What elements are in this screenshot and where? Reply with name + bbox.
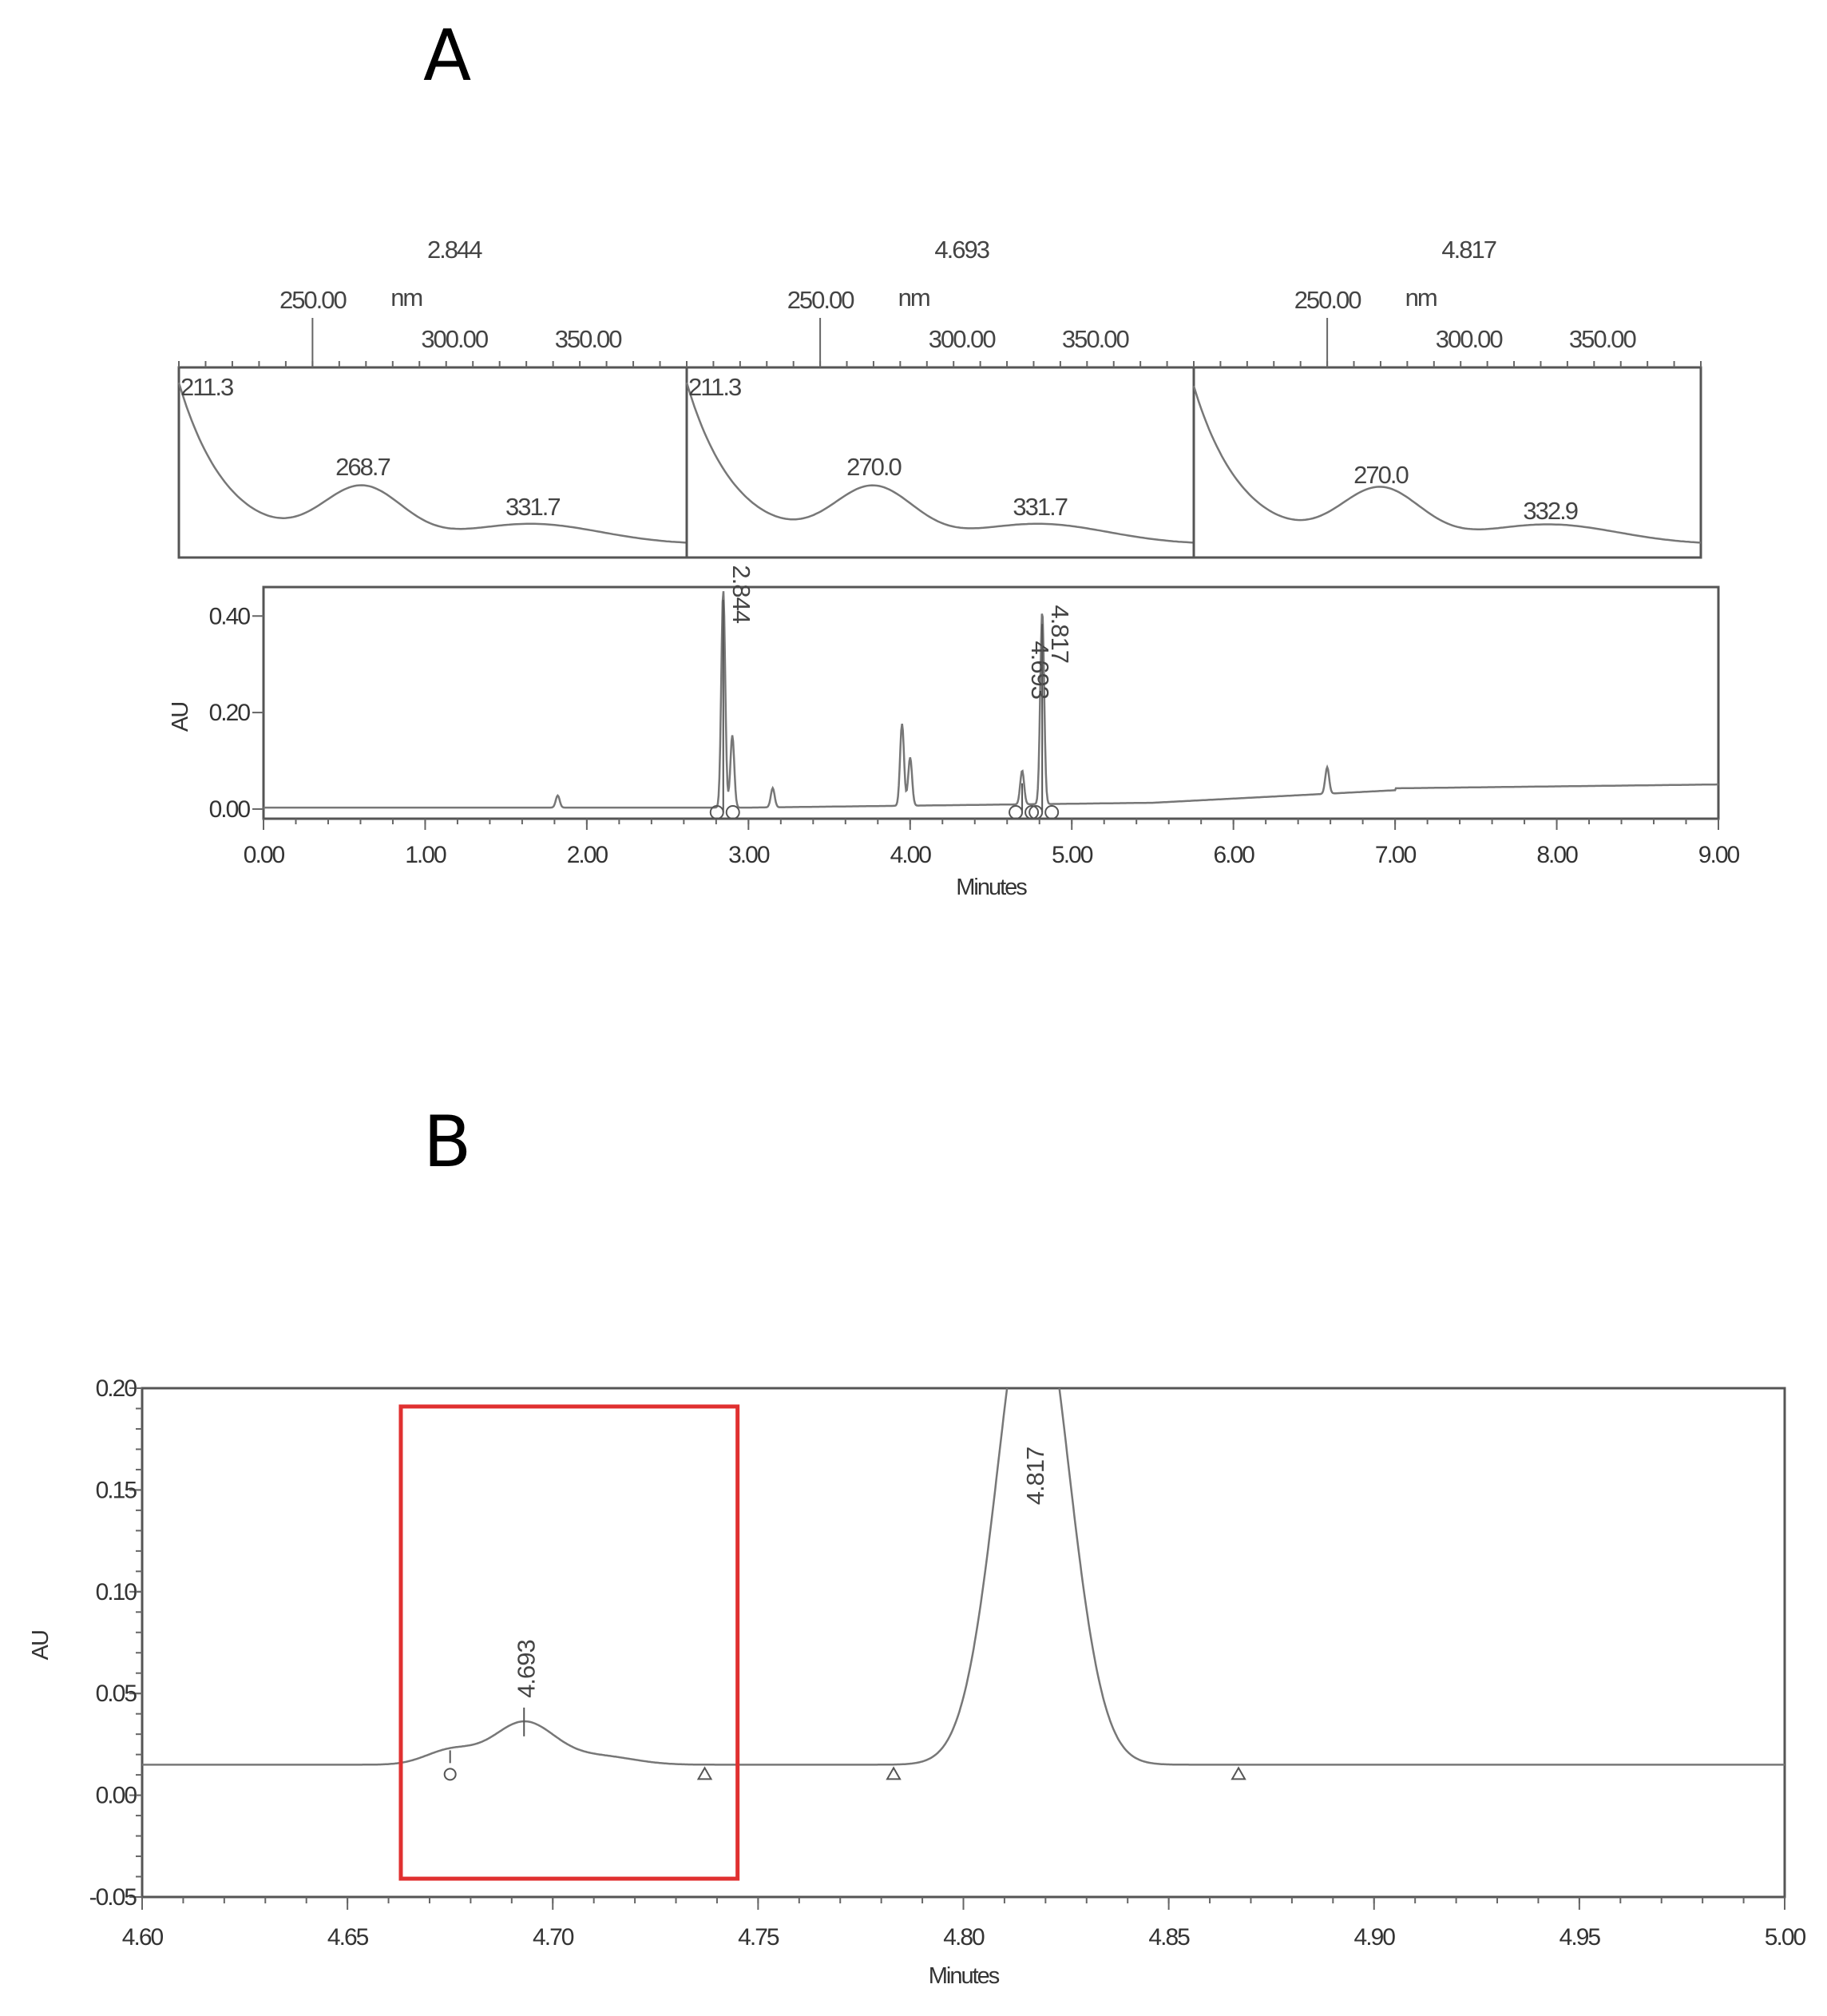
chart-b-y-tick-label: -0.05 [89, 1884, 137, 1911]
spectrum-2-frame [685, 366, 1195, 559]
chart-a-peak-label: 2.844 [727, 565, 755, 623]
spectrum-1-peak-label: 268.7 [335, 453, 390, 481]
chart-a-peak-baseline-mark [1024, 805, 1040, 819]
spectrum-1-retention-time: 2.844 [427, 236, 482, 264]
chart-b-x-tick-label: 4.80 [943, 1924, 985, 1951]
chart-b-baseline-start-mark [443, 1768, 457, 1781]
spectrum-2-tick-label: 250.00 [787, 286, 855, 314]
chart-a-x-tick-label: 6.00 [1213, 842, 1254, 868]
chart-a-peak-baseline-mark [709, 805, 724, 819]
chart-a-peak-baseline-mark [1028, 805, 1044, 819]
spectrum-1-tick-label: 300.00 [421, 325, 489, 353]
spectrum-1-unit: nm [390, 284, 422, 312]
spectrum-2-curve [685, 382, 1195, 544]
spectrum-3-tick-label: 350.00 [1569, 325, 1637, 353]
spectrum-1-peak-label: 331.7 [505, 493, 560, 521]
spectrum-1-peak-label: 211.3 [180, 373, 233, 401]
chart-a-x-tick-label: 8.00 [1536, 842, 1578, 868]
chart-b-y-tick-label: 0.20 [96, 1375, 137, 1402]
chart-a-y-axis-title: AU [168, 703, 193, 732]
panel-a-label: A [423, 14, 471, 97]
chart-b-trace [142, 1388, 1785, 1766]
spectrum-3-tick-label: 250.00 [1294, 286, 1362, 314]
chart-b-x-tick-label: 4.75 [738, 1924, 779, 1951]
chart-a-x-tick-label: 1.00 [405, 842, 446, 868]
chart-a-x-tick-label: 0.00 [244, 842, 285, 868]
chart-a-x-tick-label: 2.00 [567, 842, 608, 868]
chart-a-x-tick-label: 7.00 [1375, 842, 1417, 868]
chart-b-x-tick-label: 4.70 [533, 1924, 574, 1951]
chart-a-peak-label: 4.693 [1026, 641, 1054, 699]
chart-b-y-tick-label: 0.05 [96, 1681, 137, 1707]
chart-a-x-tick-label: 5.00 [1052, 842, 1093, 868]
chromatogram-zoom: AU Minutes 4.60 4.65 4.70 4.75 4.80 4.85 4.90 4… [28, 1375, 1808, 1989]
spectrum-2-peak-label: 270.0 [846, 453, 902, 481]
spectrum-2-tick-label: 350.00 [1062, 325, 1130, 353]
chart-b-x-tick-label: 4.85 [1148, 1924, 1190, 1951]
spectrum-2-retention-time: 4.693 [934, 236, 989, 264]
chart-a-x-tick-label: 3.00 [728, 842, 770, 868]
spectrum-2-peak-label: 331.7 [1013, 493, 1067, 521]
chart-b-plot-frame [141, 1387, 1786, 1899]
chart-b-x-tick-label: 4.65 [327, 1924, 369, 1951]
panel-b-label: B [423, 1101, 471, 1183]
spectrum-3-tick-label: 300.00 [1436, 325, 1504, 353]
chart-a-y-tick-label: 0.40 [209, 603, 251, 629]
chart-b-peak-label: 4.693 [512, 1640, 540, 1698]
chart-b-x-axis-title: Minutes [929, 1963, 1000, 1989]
spectrum-2-tick-label: 300.00 [929, 325, 997, 353]
chart-a-y-tick-label: 0.00 [209, 796, 251, 823]
spectrum-3-unit: nm [1405, 284, 1437, 312]
spectrum-1-frame [177, 366, 688, 559]
spectrum-3-peak-label: 332.9 [1523, 497, 1577, 525]
spectrum-3-peak-label: 270.0 [1353, 461, 1409, 489]
chart-a-trace [264, 591, 1718, 809]
chart-b-x-tick-label: 4.95 [1559, 1924, 1601, 1951]
chart-b-y-tick-label: 0.00 [96, 1783, 137, 1809]
chart-a-y-tick-label: 0.20 [209, 700, 251, 726]
spectrum-1-tick-label: 250.00 [279, 286, 347, 314]
chart-a-x-tick-label: 9.00 [1698, 842, 1740, 868]
chart-b-x-tick-label: 4.90 [1354, 1924, 1396, 1951]
chart-a-x-tick-label: 4.00 [890, 842, 932, 868]
spectrum-2-unit: nm [898, 284, 929, 312]
chart-a-peak-baseline-mark [725, 805, 740, 819]
spectrum-3-curve [1192, 385, 1702, 544]
chart-b-x-tick-label: 4.60 [122, 1924, 164, 1951]
chart-b-baseline-end-mark [1231, 1766, 1246, 1780]
spectrum-2-peak-label: 211.3 [688, 373, 741, 401]
chart-a-peak-baseline-mark [1044, 805, 1060, 819]
chart-b-highlight-box [398, 1404, 740, 1881]
chart-a-x-axis-title: Minutes [956, 875, 1027, 900]
chart-a-plot-frame [262, 585, 1720, 820]
chart-b-baseline-end-mark [696, 1766, 713, 1780]
chart-b-y-axis-title: AU [28, 1631, 54, 1660]
spectrum-3-retention-time: 4.817 [1441, 236, 1496, 264]
chart-b-peak-label: 4.817 [1021, 1447, 1049, 1506]
spectrum-3-frame [1192, 366, 1702, 559]
chart-a-peak-label: 4.817 [1046, 605, 1074, 663]
chart-b-y-tick-label: 0.15 [96, 1477, 137, 1503]
chart-b-y-tick-label: 0.10 [96, 1579, 137, 1605]
spectrum-1-curve [177, 382, 688, 544]
chart-b-x-tick-label: 5.00 [1765, 1924, 1806, 1951]
chart-b-baseline-end-mark [886, 1766, 902, 1780]
spectrum-1-tick-label: 350.00 [555, 325, 623, 353]
chart-a-peak-baseline-mark [1009, 805, 1024, 819]
chromatogram-full: AU Minutes 0.00 1.00 2.00 3.00 4.00 5.00 6.00 7… [168, 565, 1742, 900]
